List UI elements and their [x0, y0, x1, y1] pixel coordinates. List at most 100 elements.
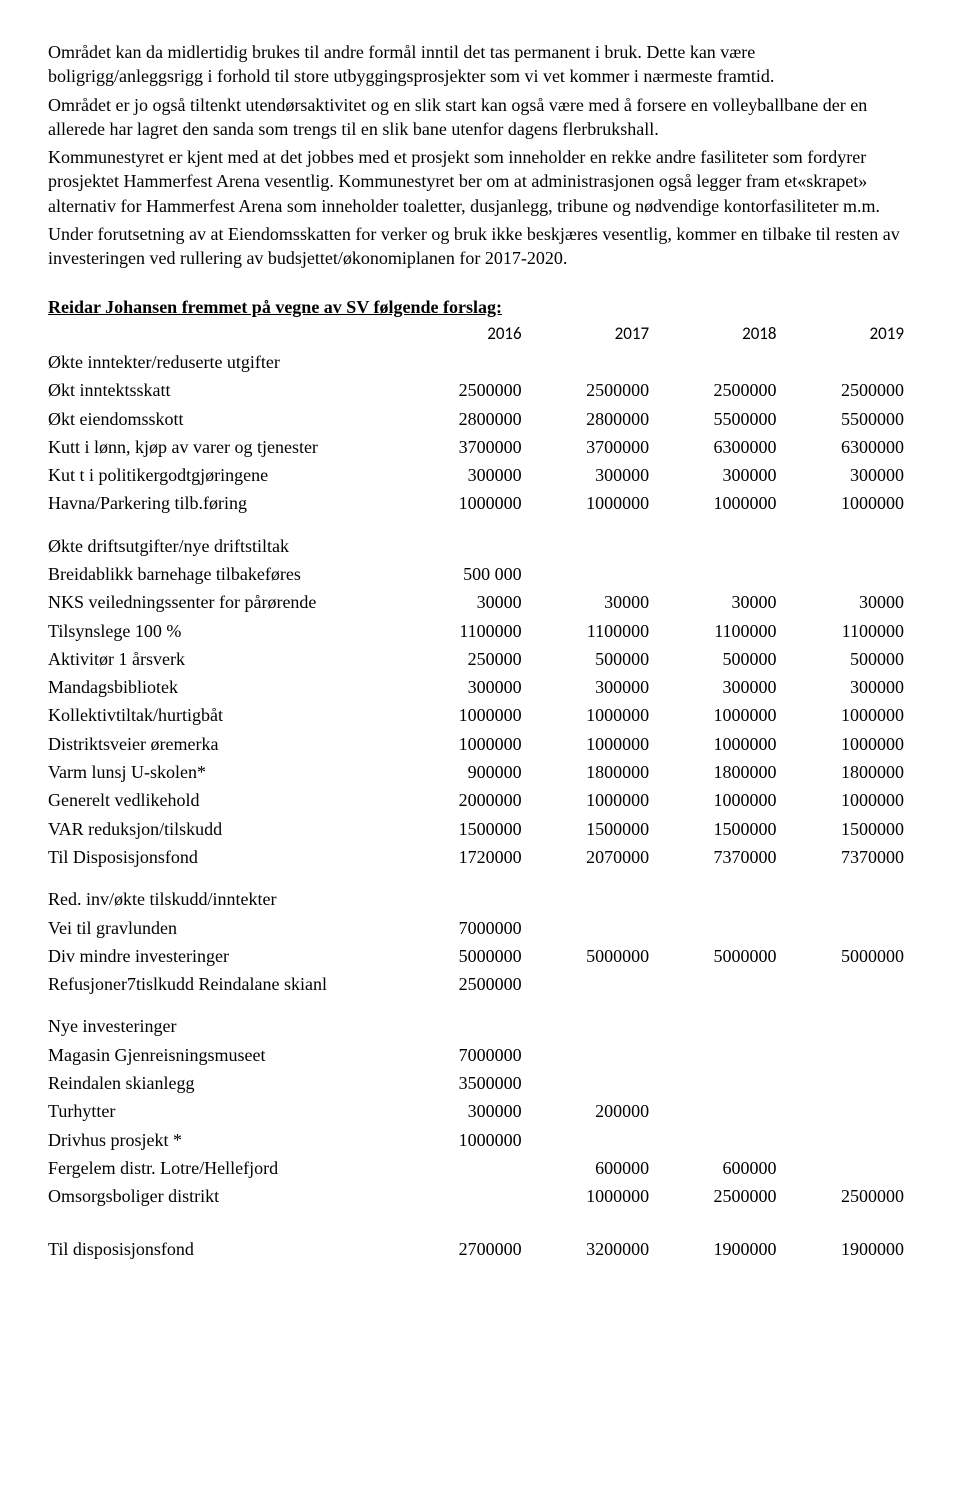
table-row: Havna/Parkering tilb.føring1000000100000… [48, 489, 912, 517]
row-value: 1000000 [657, 701, 784, 729]
row-value: 2800000 [530, 405, 657, 433]
row-value: 5000000 [657, 942, 784, 970]
row-label: Tilsynslege 100 % [48, 617, 402, 645]
table-row: Refusjoner7tislkudd Reindalane skianl250… [48, 970, 912, 998]
row-value [785, 1154, 912, 1182]
row-value: 1000000 [530, 489, 657, 517]
row-value: 6300000 [785, 433, 912, 461]
row-value: 2700000 [402, 1235, 529, 1263]
row-value: 3200000 [530, 1235, 657, 1263]
row-value: 300000 [785, 673, 912, 701]
row-value [530, 914, 657, 942]
row-value: 1100000 [402, 617, 529, 645]
row-value: 1500000 [530, 815, 657, 843]
row-value [402, 1154, 529, 1182]
row-value: 300000 [402, 673, 529, 701]
table-row: Kutt i lønn, kjøp av varer og tjenester3… [48, 433, 912, 461]
table-row: VAR reduksjon/tilskudd150000015000001500… [48, 815, 912, 843]
table-row: Generelt vedlikehold20000001000000100000… [48, 786, 912, 814]
row-label: Til disposisjonsfond [48, 1235, 402, 1263]
year-header-1: 2017 [530, 321, 657, 348]
table-row: Til Disposisjonsfond17200002070000737000… [48, 843, 912, 871]
year-header-0: 2016 [402, 321, 529, 348]
row-value [530, 560, 657, 588]
row-label: Omsorgsboliger distrikt [48, 1182, 402, 1210]
row-value: 5500000 [657, 405, 784, 433]
row-value: 7370000 [657, 843, 784, 871]
row-label: Økt inntektsskatt [48, 376, 402, 404]
row-value: 1000000 [402, 1126, 529, 1154]
row-label: Kutt i lønn, kjøp av varer og tjenester [48, 433, 402, 461]
row-label: Reindalen skianlegg [48, 1069, 402, 1097]
row-value: 30000 [402, 588, 529, 616]
table-row: NKS veiledningssenter for pårørende30000… [48, 588, 912, 616]
row-value [657, 1126, 784, 1154]
table-row: Kut t i politikergodtgjøringene300000300… [48, 461, 912, 489]
row-value [785, 1069, 912, 1097]
row-value: 1900000 [657, 1235, 784, 1263]
row-value [657, 1041, 784, 1069]
row-value: 2500000 [657, 1182, 784, 1210]
row-value [785, 970, 912, 998]
row-value: 500000 [657, 645, 784, 673]
table-row: Varm lunsj U-skolen*90000018000001800000… [48, 758, 912, 786]
table-row: Fergelem distr. Lotre/Hellefjord60000060… [48, 1154, 912, 1182]
row-value: 1000000 [657, 786, 784, 814]
row-value: 1000000 [657, 489, 784, 517]
table-row: Omsorgsboliger distrikt10000002500000250… [48, 1182, 912, 1210]
row-value [657, 970, 784, 998]
footer-row: Til disposisjonsfond27000003200000190000… [48, 1235, 912, 1263]
row-value: 1720000 [402, 843, 529, 871]
row-value: 1500000 [785, 815, 912, 843]
row-value [785, 914, 912, 942]
table-row: Distriktsveier øremerka10000001000000100… [48, 730, 912, 758]
row-value: 2500000 [402, 376, 529, 404]
table-row: Aktivitør 1 årsverk250000500000500000500… [48, 645, 912, 673]
row-value: 1000000 [657, 730, 784, 758]
row-label: Til Disposisjonsfond [48, 843, 402, 871]
row-value: 1000000 [530, 1182, 657, 1210]
row-label: Mandagsbibliotek [48, 673, 402, 701]
row-label: Refusjoner7tislkudd Reindalane skianl [48, 970, 402, 998]
row-value: 5500000 [785, 405, 912, 433]
row-value: 1000000 [785, 489, 912, 517]
row-value: 200000 [530, 1097, 657, 1125]
row-value: 7370000 [785, 843, 912, 871]
row-value: 7000000 [402, 914, 529, 942]
budget-table: 2016201720182019Økte inntekter/reduserte… [48, 321, 912, 1263]
row-value: 300000 [785, 461, 912, 489]
row-value: 1000000 [402, 701, 529, 729]
paragraph-3: Kommunestyret er kjent med at det jobbes… [48, 145, 912, 218]
row-label: Aktivitør 1 årsverk [48, 645, 402, 673]
row-label: Fergelem distr. Lotre/Hellefjord [48, 1154, 402, 1182]
row-label: Generelt vedlikehold [48, 786, 402, 814]
row-value: 1000000 [785, 701, 912, 729]
row-label: NKS veiledningssenter for pårørende [48, 588, 402, 616]
row-value: 1000000 [402, 489, 529, 517]
row-value: 300000 [530, 673, 657, 701]
table-row: Kollektivtiltak/hurtigbåt100000010000001… [48, 701, 912, 729]
table-row: Drivhus prosjekt *1000000 [48, 1126, 912, 1154]
row-value: 30000 [530, 588, 657, 616]
row-value: 6300000 [657, 433, 784, 461]
row-value: 300000 [402, 461, 529, 489]
row-value: 2500000 [785, 1182, 912, 1210]
row-label: Distriktsveier øremerka [48, 730, 402, 758]
table-row: Tilsynslege 100 %11000001100000110000011… [48, 617, 912, 645]
row-value: 2070000 [530, 843, 657, 871]
row-value: 3700000 [530, 433, 657, 461]
row-value: 1500000 [657, 815, 784, 843]
row-value: 5000000 [402, 942, 529, 970]
row-label: Kut t i politikergodtgjøringene [48, 461, 402, 489]
row-value [530, 970, 657, 998]
row-value: 1800000 [785, 758, 912, 786]
row-value: 1100000 [530, 617, 657, 645]
row-value: 1000000 [785, 730, 912, 758]
table-row: Breidablikk barnehage tilbakeføres500 00… [48, 560, 912, 588]
row-value: 3700000 [402, 433, 529, 461]
row-value: 1000000 [530, 701, 657, 729]
row-value: 30000 [785, 588, 912, 616]
row-label: Økt eiendomsskott [48, 405, 402, 433]
row-value [530, 1041, 657, 1069]
row-label: Turhytter [48, 1097, 402, 1125]
